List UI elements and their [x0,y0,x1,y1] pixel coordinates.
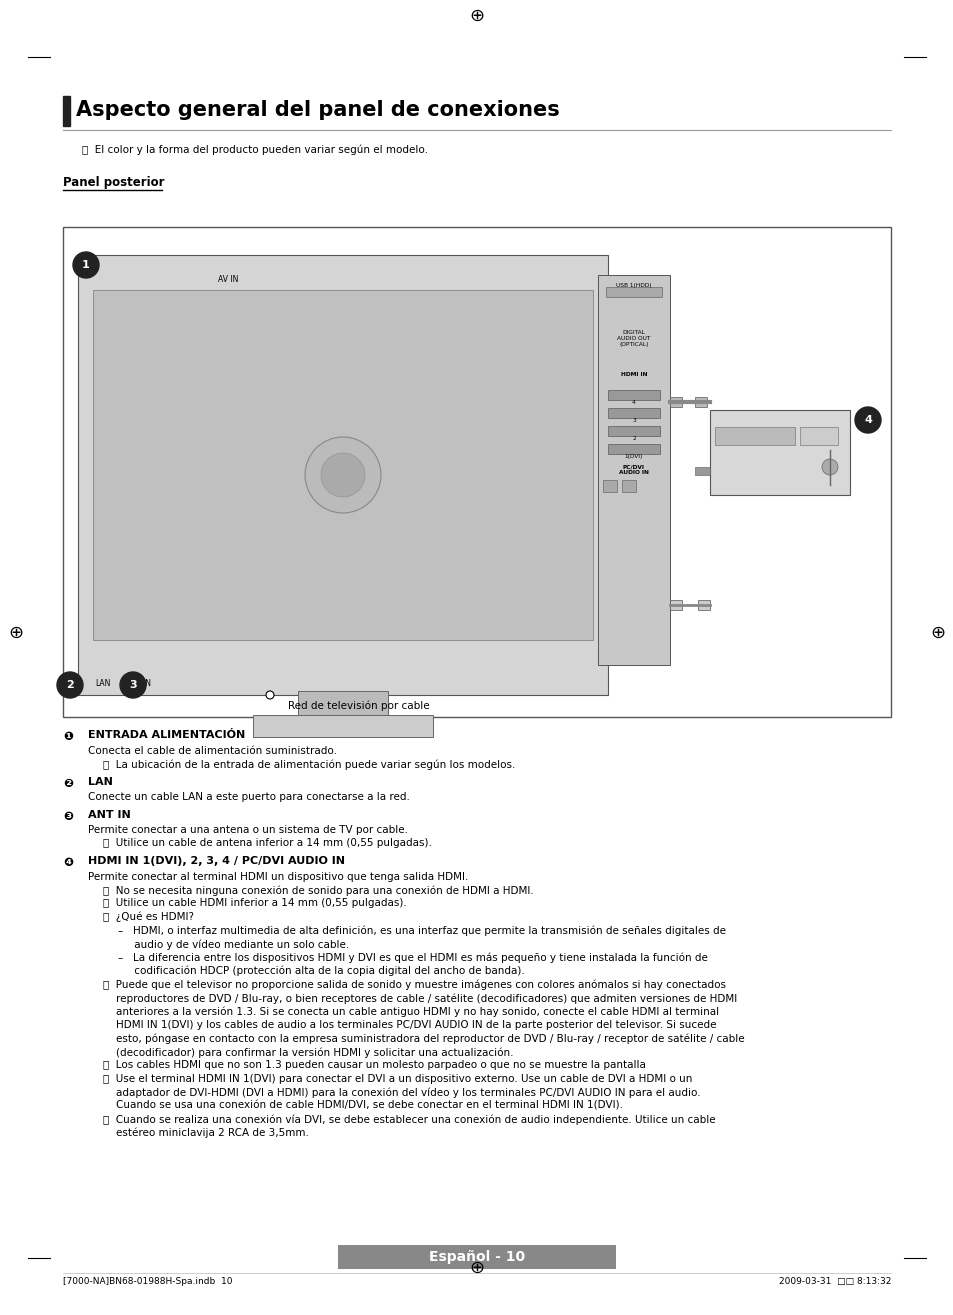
Text: ⓘ  Los cables HDMI que no son 1.3 pueden causar un molesto parpadeo o que no se : ⓘ Los cables HDMI que no son 1.3 pueden … [103,1060,645,1070]
Text: AV IN: AV IN [217,275,238,284]
Text: ANT IN: ANT IN [125,679,151,688]
Circle shape [821,459,837,475]
Bar [714,427,794,444]
Text: HDMI IN 1(DVI) y los cables de audio a los terminales PC/DVI AUDIO IN de la part: HDMI IN 1(DVI) y los cables de audio a l… [103,1020,716,1030]
Text: adaptador de DVI-HDMI (DVI a HDMI) para la conexión del vídeo y los terminales P: adaptador de DVI-HDMI (DVI a HDMI) para … [103,1088,700,1098]
Bar [607,391,659,400]
Text: –   La diferencia entre los dispositivos HDMI y DVI es que el HDMI es más pequeñ: – La diferencia entre los dispositivos H… [118,952,707,963]
Text: 1: 1 [82,260,90,270]
Text: HDMI IN 1(DVI), 2, 3, 4 / PC/DVI AUDIO IN: HDMI IN 1(DVI), 2, 3, 4 / PC/DVI AUDIO I… [88,856,345,867]
Text: 1(DVI): 1(DVI) [624,454,642,459]
Text: esto, póngase en contacto con la empresa suministradora del reproductor de DVD /: esto, póngase en contacto con la empresa… [103,1034,744,1044]
Bar [607,408,659,418]
Text: ⓘ  No se necesita ninguna conexión de sonido para una conexión de HDMI a HDMI.: ⓘ No se necesita ninguna conexión de son… [103,885,533,896]
Bar [800,427,837,444]
Text: Permite conectar al terminal HDMI un dispositivo que tenga salida HDMI.: Permite conectar al terminal HDMI un dis… [88,872,468,881]
Text: Cuando se usa una conexión de cable HDMI/DVI, se debe conectar en el terminal HD: Cuando se usa una conexión de cable HDMI… [103,1101,622,1111]
Bar [253,715,433,736]
Text: Español - 10: Español - 10 [429,1251,524,1264]
Circle shape [854,408,880,433]
Text: [7000-NA]BN68-01988H-Spa.indb  10: [7000-NA]BN68-01988H-Spa.indb 10 [63,1277,233,1286]
Bar [602,480,617,492]
Text: LAN: LAN [88,776,112,786]
Bar [621,480,636,492]
Text: ⓘ  Use el terminal HDMI IN 1(DVI) para conectar el DVI a un dispositivo externo.: ⓘ Use el terminal HDMI IN 1(DVI) para co… [103,1074,692,1084]
Bar [709,410,849,494]
Text: ⓘ  Puede que el televisor no proporcione salida de sonido y muestre imágenes con: ⓘ Puede que el televisor no proporcione … [103,980,725,990]
Bar [78,255,607,696]
Text: ❶: ❶ [63,730,73,743]
Circle shape [305,437,380,513]
Text: ⊕: ⊕ [929,625,944,642]
Circle shape [73,252,99,277]
Bar [63,96,70,126]
Bar [297,690,388,717]
Text: anteriores a la versión 1.3. Si se conecta un cable antiguo HDMI y no hay sonido: anteriores a la versión 1.3. Si se conec… [103,1006,719,1016]
Text: ❷: ❷ [63,776,73,789]
Text: reproductores de DVD / Blu-ray, o bien receptores de cable / satélite (decodific: reproductores de DVD / Blu-ray, o bien r… [103,993,737,1003]
Text: 4: 4 [632,400,636,405]
Text: USB 1(HDD): USB 1(HDD) [616,283,651,288]
Circle shape [57,672,83,698]
Circle shape [120,672,146,698]
Bar [63,227,890,717]
Text: 3: 3 [129,680,136,690]
Text: Aspecto general del panel de conexiones: Aspecto general del panel de conexiones [76,100,559,120]
Text: Panel posterior: Panel posterior [63,176,164,189]
Text: 2: 2 [66,680,73,690]
Text: Red de televisión por cable: Red de televisión por cable [288,700,429,710]
Text: ⓘ  ¿Qué es HDMI?: ⓘ ¿Qué es HDMI? [103,913,193,923]
Bar [669,397,681,408]
Text: ⓘ  Cuando se realiza una conexión vía DVI, se debe establecer una conexión de au: ⓘ Cuando se realiza una conexión vía DVI… [103,1115,715,1126]
Text: ⊕: ⊕ [469,1258,484,1277]
Bar [695,467,709,475]
Bar [607,426,659,437]
Text: ⓘ  Utilice un cable de antena inferior a 14 mm (0,55 pulgadas).: ⓘ Utilice un cable de antena inferior a … [103,839,432,848]
Bar [605,287,661,297]
Text: ⓘ  La ubicación de la entrada de alimentación puede variar según los modelos.: ⓘ La ubicación de la entrada de alimenta… [103,759,515,769]
Text: HDMI IN: HDMI IN [620,372,646,377]
Text: ANT IN: ANT IN [88,810,131,819]
Bar [337,1245,616,1269]
Text: ⓘ  El color y la forma del producto pueden variar según el modelo.: ⓘ El color y la forma del producto puede… [82,145,428,154]
Text: 4: 4 [863,416,871,425]
Text: 2: 2 [632,437,636,441]
Bar [92,291,593,640]
Text: –   HDMI, o interfaz multimedia de alta definición, es una interfaz que permite : – HDMI, o interfaz multimedia de alta de… [118,926,725,936]
Bar [598,275,669,665]
Text: 3: 3 [632,418,636,423]
Text: ❹: ❹ [63,856,73,869]
Text: Conecta el cable de alimentación suministrado.: Conecta el cable de alimentación suminis… [88,746,336,756]
Circle shape [320,452,365,497]
Circle shape [266,690,274,700]
Text: Conecte un cable LAN a este puerto para conectarse a la red.: Conecte un cable LAN a este puerto para … [88,792,410,802]
Text: PC/DVI
AUDIO IN: PC/DVI AUDIO IN [618,464,648,475]
Bar [695,397,706,408]
Bar [607,444,659,454]
Bar [669,600,681,610]
Text: ⊕: ⊕ [9,625,24,642]
Text: (decodificador) para confirmar la versión HDMI y solicitar una actualización.: (decodificador) para confirmar la versió… [103,1047,513,1057]
Text: ⓘ  Utilice un cable HDMI inferior a 14 mm (0,55 pulgadas).: ⓘ Utilice un cable HDMI inferior a 14 mm… [103,898,406,909]
Text: DIGITAL
AUDIO OUT
(OPTICAL): DIGITAL AUDIO OUT (OPTICAL) [617,330,650,347]
Text: ENTRADA ALIMENTACIÓN: ENTRADA ALIMENTACIÓN [88,730,245,740]
Text: 2009-03-31  □□ 8:13:32: 2009-03-31 □□ 8:13:32 [778,1277,890,1286]
Text: LAN: LAN [95,679,111,688]
Text: Permite conectar a una antena o un sistema de TV por cable.: Permite conectar a una antena o un siste… [88,825,408,835]
Text: estéreo miniclavija 2 RCA de 3,5mm.: estéreo miniclavija 2 RCA de 3,5mm. [103,1128,309,1139]
Text: audio y de vídeo mediante un solo cable.: audio y de vídeo mediante un solo cable. [118,939,349,949]
Bar [698,600,709,610]
Text: codificación HDCP (protección alta de la copia digital del ancho de banda).: codificación HDCP (protección alta de la… [118,967,524,977]
Text: ❸: ❸ [63,810,73,822]
Text: ⊕: ⊕ [469,7,484,25]
